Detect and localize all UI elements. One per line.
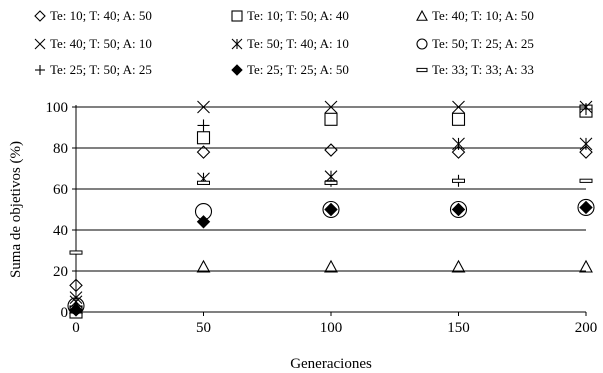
- data-point: [452, 178, 465, 183]
- data-point: [579, 137, 593, 151]
- legend-label: Te: 50; T: 25; A: 25: [432, 36, 534, 51]
- y-tick-label-40: 40: [53, 223, 68, 239]
- data-point: [579, 200, 593, 215]
- data-point: [452, 100, 465, 114]
- series-6: [67, 198, 595, 315]
- data-point: [69, 303, 83, 317]
- legend-label: Te: 40; T: 50; A: 10: [50, 36, 152, 51]
- y-tick-label-0: 0: [61, 305, 69, 321]
- legend-item: Te: 33; T: 33; A: 33: [416, 62, 534, 77]
- data-point: [452, 137, 465, 151]
- x-tick-label-200: 200: [575, 320, 598, 336]
- data-point: [451, 145, 466, 159]
- data-point: [324, 180, 338, 185]
- series-5: [69, 137, 593, 309]
- legend: Te: 10; T: 40; A: 50 Te: 10; T: 50; A: 40…: [34, 8, 534, 77]
- legend-item: Te: 40; T: 10; A: 50: [416, 8, 534, 23]
- x-axis-title: Generaciones: [290, 356, 372, 372]
- x-tick-label-50: 50: [196, 320, 211, 336]
- axes: 0 20 40 60 80 100 0 50 100 150 200: [46, 100, 598, 336]
- y-tick-label-100: 100: [46, 100, 69, 116]
- data-point: [196, 131, 211, 145]
- data-point: [69, 278, 83, 293]
- y-tick-label-80: 80: [53, 141, 68, 157]
- data-point: [324, 143, 338, 157]
- data-points: [67, 100, 595, 319]
- y-axis-title: Suma de objetivos (%): [8, 141, 24, 278]
- data-point: [197, 100, 210, 114]
- x-tick-label-100: 100: [320, 320, 343, 336]
- series-9: [69, 178, 593, 255]
- data-point: [451, 202, 466, 217]
- series-4: [69, 100, 593, 305]
- y-tick-label-20: 20: [53, 264, 68, 280]
- legend-label: Te: 10; T: 40; A: 50: [50, 8, 152, 23]
- data-point: [324, 259, 338, 273]
- data-point: [449, 200, 468, 219]
- data-point: [577, 198, 595, 216]
- legend-item: Te: 40; T: 50; A: 10: [34, 36, 152, 51]
- y-tick-label-60: 60: [53, 182, 68, 198]
- legend-label: Te: 10; T: 50; A: 40: [247, 8, 349, 23]
- data-point: [580, 103, 592, 116]
- legend-label: Te: 33; T: 33; A: 33: [432, 62, 534, 77]
- data-point: [451, 259, 466, 273]
- legend-item: Te: 50; T: 40; A: 10: [231, 36, 349, 51]
- legend-item: Te: 10; T: 50; A: 40: [231, 8, 349, 23]
- data-point: [451, 112, 466, 126]
- data-point: [579, 259, 593, 273]
- data-point: [322, 200, 340, 219]
- series-8: [69, 200, 593, 317]
- gridlines: [76, 106, 586, 272]
- data-point: [324, 100, 338, 114]
- legend-item: Te: 25; T: 50; A: 25: [35, 62, 152, 77]
- data-point: [197, 180, 210, 185]
- series-1: [69, 143, 593, 293]
- data-point: [324, 112, 338, 126]
- data-point: [579, 145, 593, 159]
- data-point: [197, 119, 210, 132]
- legend-item: Te: 10; T: 40; A: 50: [34, 8, 152, 23]
- data-point: [69, 250, 83, 255]
- legend-item: Te: 25; T: 25; A: 50: [231, 62, 349, 77]
- data-point: [324, 202, 338, 217]
- series-3: [69, 259, 593, 314]
- legend-label: Te: 50; T: 40; A: 10: [247, 36, 349, 51]
- data-point: [196, 215, 211, 229]
- legend-label: Te: 25; T: 25; A: 50: [247, 62, 349, 77]
- x-tick-label-0: 0: [72, 320, 80, 336]
- data-point: [196, 145, 211, 159]
- legend-item: Te: 50; T: 25; A: 25: [416, 36, 534, 51]
- legend-label: Te: 25; T: 50; A: 25: [50, 62, 152, 77]
- x-tick-label-150: 150: [447, 320, 470, 336]
- data-point: [579, 178, 593, 183]
- data-point: [196, 259, 211, 273]
- legend-label: Te: 40; T: 10; A: 50: [432, 8, 534, 23]
